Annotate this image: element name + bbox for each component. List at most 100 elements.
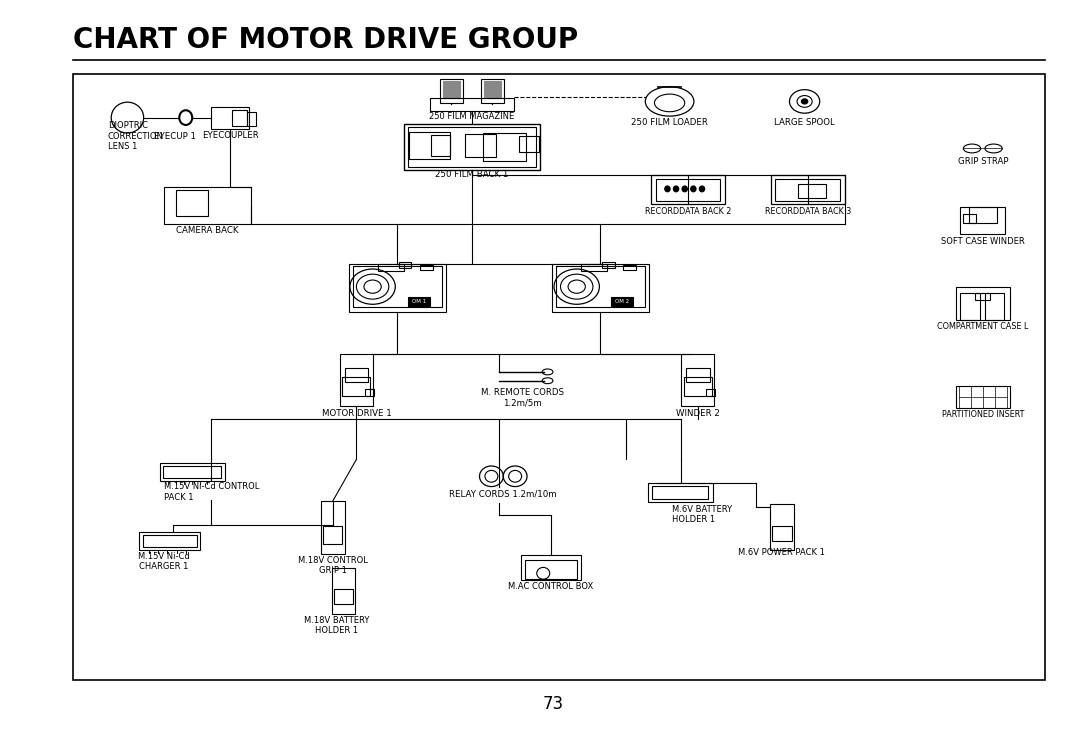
- Text: RELAY CORDS 1.2m/10m: RELAY CORDS 1.2m/10m: [449, 490, 557, 498]
- Bar: [408, 126, 536, 168]
- Text: MOTOR DRIVE 1: MOTOR DRIVE 1: [322, 409, 391, 418]
- Bar: [770, 504, 794, 550]
- Bar: [321, 501, 345, 554]
- Bar: [160, 463, 225, 481]
- Bar: [481, 79, 504, 103]
- Ellipse shape: [664, 186, 670, 192]
- Text: DIOPTRIC
CORRECTION
LENS 1: DIOPTRIC CORRECTION LENS 1: [108, 121, 164, 151]
- Bar: [969, 207, 997, 223]
- Text: WINDER 2: WINDER 2: [676, 409, 719, 418]
- Bar: [431, 135, 450, 156]
- Bar: [440, 79, 463, 103]
- Bar: [211, 107, 249, 129]
- Bar: [681, 354, 714, 406]
- Bar: [484, 81, 501, 98]
- Bar: [556, 266, 645, 307]
- Bar: [611, 297, 633, 306]
- Text: M.18V CONTROL
GRIP 1: M.18V CONTROL GRIP 1: [298, 556, 367, 575]
- Bar: [420, 265, 433, 270]
- Bar: [163, 466, 221, 478]
- Bar: [602, 262, 615, 268]
- Bar: [404, 124, 540, 170]
- Text: PARTITIONED INSERT: PARTITIONED INSERT: [942, 410, 1024, 419]
- Bar: [772, 526, 792, 541]
- Text: 250 FILM MAGAZINE: 250 FILM MAGAZINE: [430, 112, 514, 121]
- Text: OM 1: OM 1: [411, 299, 427, 304]
- Text: M.15V Ni-Cd
CHARGER 1: M.15V Ni-Cd CHARGER 1: [138, 552, 190, 571]
- Bar: [519, 136, 539, 152]
- Ellipse shape: [700, 186, 705, 192]
- Bar: [706, 389, 715, 396]
- Bar: [345, 368, 368, 382]
- Text: RECORDDATA BACK 2: RECORDDATA BACK 2: [645, 207, 731, 215]
- Bar: [143, 535, 197, 547]
- Text: CHART OF MOTOR DRIVE GROUP: CHART OF MOTOR DRIVE GROUP: [73, 26, 579, 54]
- Bar: [956, 386, 1010, 408]
- Ellipse shape: [691, 186, 697, 192]
- Ellipse shape: [683, 186, 688, 192]
- Text: M.15V Ni-Cd CONTROL
PACK 1: M.15V Ni-Cd CONTROL PACK 1: [164, 482, 259, 501]
- Ellipse shape: [674, 186, 679, 192]
- Bar: [465, 134, 496, 157]
- Bar: [960, 207, 1005, 234]
- Bar: [684, 377, 712, 396]
- Bar: [409, 132, 450, 159]
- Bar: [353, 266, 442, 307]
- Text: LARGE SPOOL: LARGE SPOOL: [774, 118, 835, 126]
- Bar: [232, 110, 247, 126]
- Bar: [648, 483, 713, 502]
- Bar: [771, 175, 845, 204]
- Text: M.AC CONTROL BOX: M.AC CONTROL BOX: [509, 582, 593, 591]
- Bar: [73, 74, 1045, 680]
- Bar: [651, 175, 725, 204]
- Bar: [656, 179, 720, 201]
- Bar: [349, 265, 446, 312]
- Bar: [956, 287, 1010, 320]
- Bar: [323, 526, 342, 544]
- Bar: [652, 486, 708, 499]
- Text: 250 FILM LOADER: 250 FILM LOADER: [631, 118, 708, 126]
- Text: EYECUP 1: EYECUP 1: [154, 132, 195, 141]
- Bar: [975, 293, 990, 300]
- Text: GRIP STRAP: GRIP STRAP: [958, 157, 1008, 166]
- Bar: [525, 560, 577, 579]
- Text: SOFT CASE WINDER: SOFT CASE WINDER: [941, 237, 1025, 245]
- Bar: [623, 265, 636, 270]
- Bar: [176, 190, 208, 216]
- Bar: [139, 532, 200, 550]
- Text: 250 FILM BACK 1: 250 FILM BACK 1: [435, 170, 509, 179]
- Bar: [342, 377, 370, 396]
- Bar: [552, 265, 649, 312]
- Text: M.18V BATTERY
HOLDER 1: M.18V BATTERY HOLDER 1: [305, 616, 369, 635]
- Text: RECORDDATA BACK 3: RECORDDATA BACK 3: [765, 207, 851, 215]
- Bar: [483, 133, 526, 161]
- Bar: [332, 568, 355, 614]
- Bar: [334, 589, 353, 604]
- Bar: [247, 112, 256, 126]
- Bar: [775, 179, 840, 201]
- Bar: [798, 184, 826, 198]
- Text: M.6V POWER PACK 1: M.6V POWER PACK 1: [739, 548, 825, 556]
- Text: 73: 73: [542, 695, 564, 713]
- Text: OM 2: OM 2: [615, 299, 630, 304]
- Bar: [164, 187, 251, 224]
- Bar: [686, 368, 710, 382]
- Ellipse shape: [801, 99, 808, 104]
- Bar: [430, 98, 514, 111]
- Bar: [443, 81, 460, 98]
- Text: COMPARTMENT CASE L: COMPARTMENT CASE L: [937, 322, 1028, 331]
- Text: CAMERA BACK: CAMERA BACK: [176, 226, 239, 234]
- Bar: [365, 389, 374, 396]
- Text: EYECOUPLER: EYECOUPLER: [202, 131, 258, 140]
- Bar: [985, 293, 1004, 320]
- Bar: [408, 297, 430, 306]
- Bar: [521, 555, 581, 580]
- Bar: [399, 262, 411, 268]
- Bar: [340, 354, 373, 406]
- Text: M.6V BATTERY
HOLDER 1: M.6V BATTERY HOLDER 1: [672, 505, 732, 524]
- Bar: [963, 214, 976, 223]
- Bar: [581, 264, 607, 271]
- Bar: [960, 293, 980, 320]
- Bar: [378, 264, 404, 271]
- Text: M. REMOTE CORDS
1.2m/5m: M. REMOTE CORDS 1.2m/5m: [482, 388, 564, 407]
